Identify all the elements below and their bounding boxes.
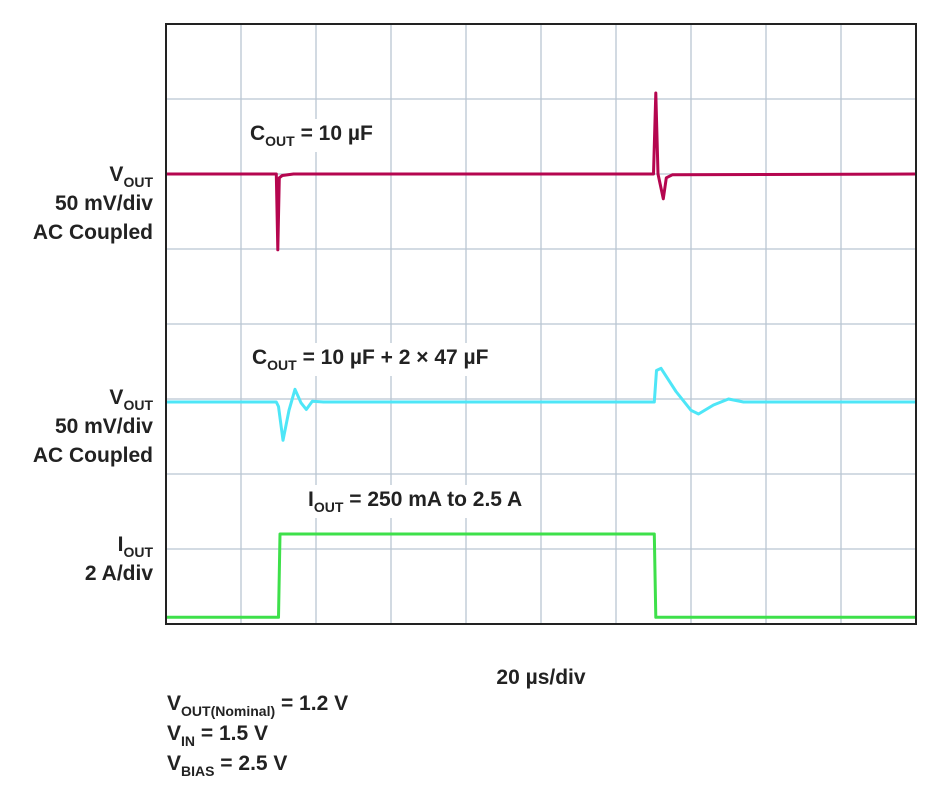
label-subscript: OUT — [267, 357, 297, 373]
label-text: = 10 µF + 2 × 47 µF — [297, 346, 489, 369]
label-text: V — [167, 692, 181, 715]
label-subscript: OUT — [123, 544, 153, 560]
label: 2 A/div — [85, 562, 153, 585]
label-text: 2 A/div — [85, 562, 153, 585]
label-background — [304, 485, 527, 518]
label: 50 mV/div — [55, 192, 153, 215]
label-text: AC Coupled — [33, 444, 153, 467]
label: VOUT — [109, 386, 153, 413]
label-text: C — [250, 122, 265, 145]
label: COUT = 10 µF — [250, 122, 373, 149]
label-subscript: BIAS — [181, 763, 214, 779]
label: VBIAS = 2.5 V — [167, 752, 287, 779]
label-subscript: OUT — [123, 174, 153, 190]
label-text: 50 mV/div — [55, 192, 153, 215]
x-axis-label: 20 µs/div — [496, 666, 585, 689]
label-background — [248, 343, 493, 376]
label-background — [246, 119, 377, 152]
label: VIN = 1.5 V — [167, 722, 268, 749]
trace — [166, 91, 917, 252]
label-subscript: OUT — [265, 133, 295, 149]
label: 50 mV/div — [55, 415, 153, 438]
label-text: = 250 mA to 2.5 A — [343, 488, 522, 511]
trace — [166, 366, 916, 442]
trace — [166, 532, 916, 619]
label: IOUT — [118, 533, 154, 560]
label: VOUT(Nominal) = 1.2 V — [167, 692, 348, 719]
label-text: = 1.2 V — [275, 692, 348, 715]
label-text: = 1.5 V — [195, 722, 268, 745]
label-text: C — [252, 346, 267, 369]
plot-frame — [165, 23, 917, 625]
label-text: = 2.5 V — [214, 752, 287, 775]
label: COUT = 10 µF + 2 × 47 µF — [252, 346, 489, 373]
label-text: I — [308, 488, 314, 511]
label-text: V — [167, 752, 181, 775]
label-text: = 10 µF — [295, 122, 373, 145]
label-text: I — [118, 533, 124, 556]
label: AC Coupled — [33, 444, 153, 467]
label: VOUT — [109, 163, 153, 190]
label: IOUT = 250 mA to 2.5 A — [308, 488, 522, 515]
label-subscript: OUT — [123, 397, 153, 413]
label-text: V — [109, 386, 123, 409]
label-subscript: OUT(Nominal) — [181, 703, 275, 719]
label-subscript: IN — [181, 733, 195, 749]
label-text: V — [109, 163, 123, 186]
label-text: 50 mV/div — [55, 415, 153, 438]
label-text: AC Coupled — [33, 221, 153, 244]
label-text: V — [167, 722, 181, 745]
label-subscript: OUT — [314, 499, 344, 515]
label: AC Coupled — [33, 221, 153, 244]
